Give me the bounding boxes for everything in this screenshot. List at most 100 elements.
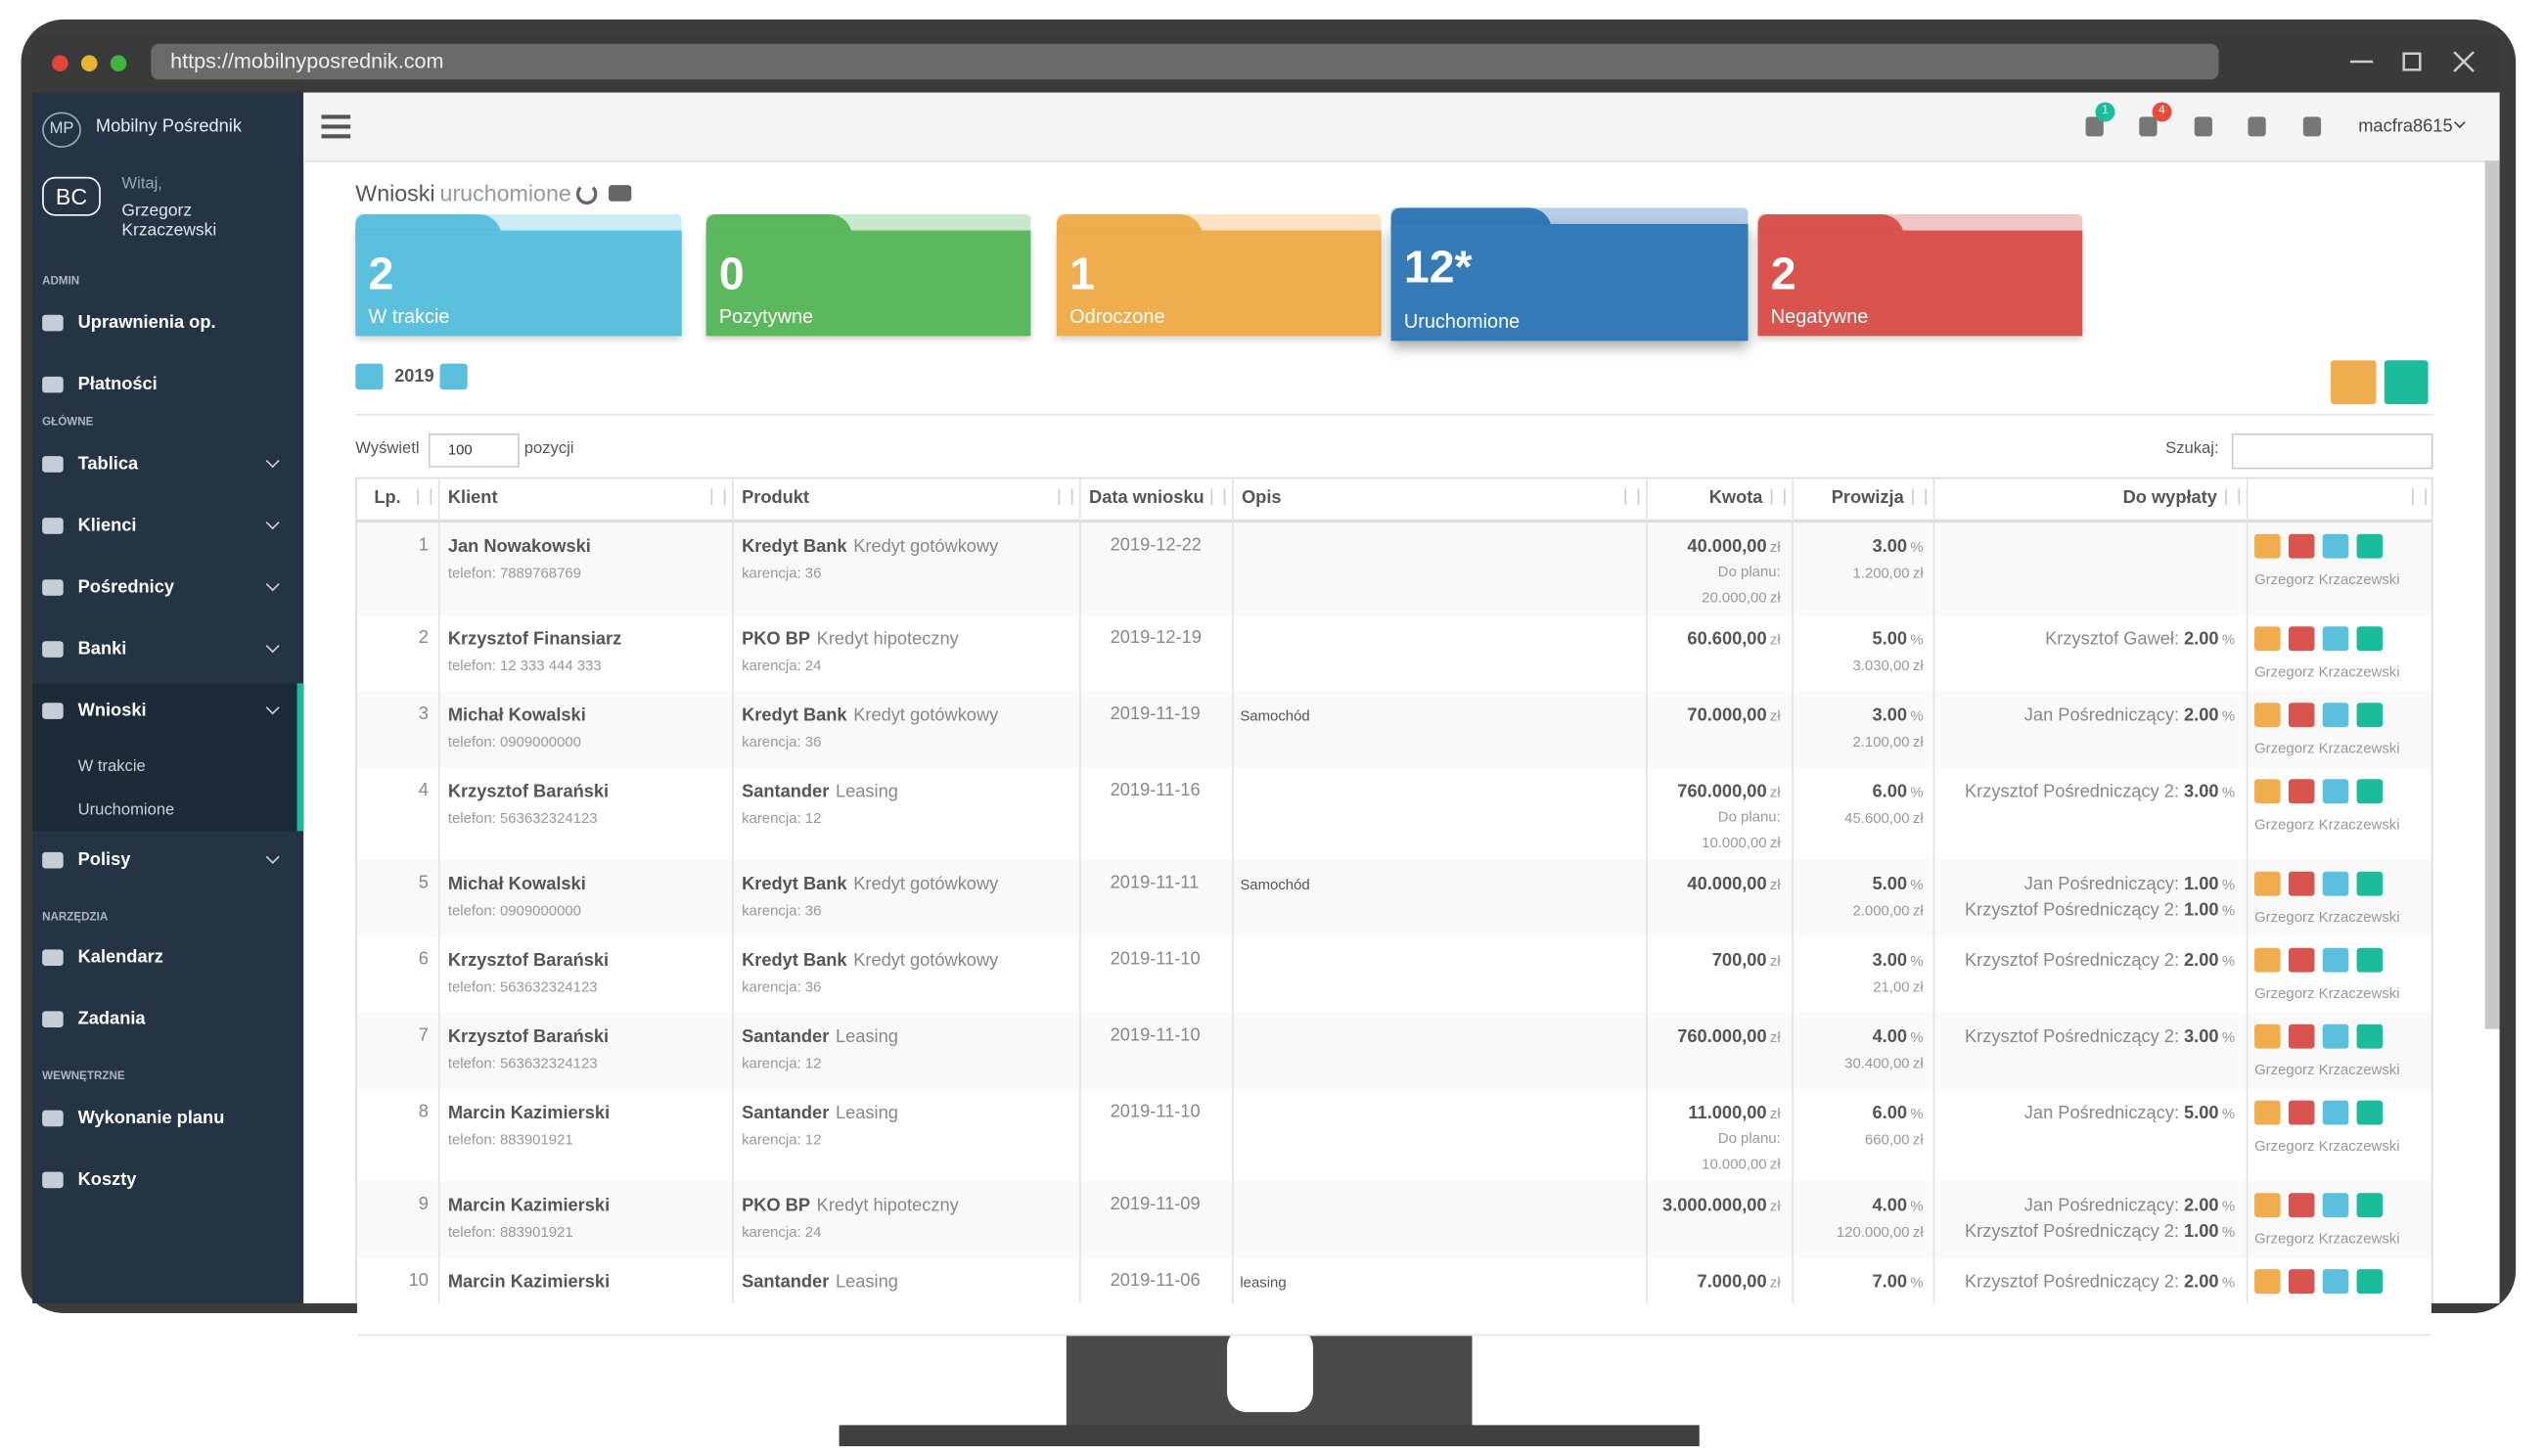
client-name[interactable]: Michał Kowalski: [447, 875, 586, 894]
menu-item[interactable]: Koszty: [77, 1169, 137, 1190]
action-button[interactable]: [2254, 947, 2281, 973]
url-field[interactable]: [151, 43, 2219, 80]
action-button[interactable]: [2288, 1269, 2315, 1295]
action-button[interactable]: [2254, 1269, 2281, 1295]
sort-icon[interactable]: [710, 488, 726, 505]
search-input[interactable]: [2231, 432, 2433, 470]
action-button[interactable]: [2322, 871, 2349, 896]
top-icon[interactable]: [2139, 116, 2158, 137]
column-header[interactable]: Produkt: [742, 488, 810, 509]
menu-item[interactable]: Uprawnienia op.: [77, 313, 216, 334]
submenu-item[interactable]: W trakcie: [77, 757, 146, 776]
top-icon[interactable]: [2248, 116, 2266, 137]
menu-item[interactable]: Tablica: [77, 454, 139, 475]
action-button[interactable]: [2288, 871, 2315, 896]
action-button[interactable]: [2254, 1024, 2281, 1049]
action-button[interactable]: [2254, 779, 2281, 804]
column-header[interactable]: Prowizja: [1831, 488, 1904, 509]
action-button[interactable]: [2288, 1024, 2315, 1049]
card[interactable]: [355, 230, 682, 337]
menu-item[interactable]: Płatności: [77, 375, 158, 395]
sort-icon[interactable]: [1210, 488, 1226, 505]
client-name[interactable]: Krzysztof Barański: [447, 1027, 610, 1047]
action-button[interactable]: [2322, 779, 2349, 804]
action-button[interactable]: [2356, 947, 2384, 973]
action-button[interactable]: [2356, 871, 2384, 896]
action-button[interactable]: [2356, 1024, 2384, 1049]
action-button[interactable]: [2356, 1269, 2384, 1295]
action-button[interactable]: [2254, 1193, 2281, 1218]
menu-item[interactable]: Polisy: [77, 850, 131, 871]
action-button[interactable]: [2322, 626, 2349, 652]
action-button[interactable]: [2322, 1269, 2349, 1295]
top-icon[interactable]: [2302, 116, 2322, 137]
action-button[interactable]: [2356, 703, 2384, 728]
menu-item[interactable]: Klienci: [77, 516, 137, 536]
action-button[interactable]: [2254, 626, 2281, 652]
prev-year[interactable]: [355, 363, 384, 390]
action-button[interactable]: [2254, 703, 2281, 728]
action-button[interactable]: [2288, 703, 2315, 728]
card[interactable]: [1056, 230, 1382, 337]
action-button[interactable]: [2322, 703, 2349, 728]
close-dot[interactable]: [52, 55, 68, 71]
action-button[interactable]: [2322, 947, 2349, 973]
card[interactable]: [1757, 230, 2083, 337]
menu-item[interactable]: Pośrednicy: [77, 577, 175, 598]
max-dot[interactable]: [110, 55, 127, 71]
column-header[interactable]: Klient: [447, 488, 498, 509]
menu-item[interactable]: Banki: [77, 639, 127, 660]
menu-item[interactable]: Kalendarz: [77, 947, 163, 968]
client-name[interactable]: Krzysztof Finansiarz: [447, 629, 622, 650]
action-button[interactable]: [2322, 1100, 2349, 1125]
add-button[interactable]: [2384, 360, 2429, 405]
sort-icon[interactable]: [417, 488, 432, 505]
client-name[interactable]: Marcin Kazimierski: [447, 1103, 611, 1123]
username[interactable]: macfra8615: [2358, 116, 2453, 137]
action-button[interactable]: [2254, 533, 2281, 559]
action-button[interactable]: [2288, 779, 2315, 804]
action-button[interactable]: [2356, 533, 2384, 559]
sort-icon[interactable]: [1912, 488, 1927, 505]
client-name[interactable]: Jan Nowakowski: [447, 537, 591, 557]
column-header[interactable]: Data wniosku: [1089, 488, 1204, 509]
action-button[interactable]: [2288, 626, 2315, 652]
card[interactable]: [705, 230, 1031, 337]
top-icon[interactable]: [2085, 116, 2104, 137]
column-header[interactable]: Lp.: [374, 488, 401, 509]
action-button[interactable]: [2288, 947, 2315, 973]
sort-icon[interactable]: [1770, 488, 1786, 505]
sort-icon[interactable]: [2225, 488, 2241, 505]
action-button[interactable]: [2254, 1100, 2281, 1125]
submenu-item[interactable]: Uruchomione: [77, 801, 175, 820]
action-button[interactable]: [2322, 1193, 2349, 1218]
top-icon[interactable]: [2194, 116, 2212, 137]
menu-item[interactable]: Wnioski: [77, 701, 147, 721]
sort-icon[interactable]: [2411, 488, 2427, 505]
menu-toggle[interactable]: [321, 114, 351, 140]
sort-icon[interactable]: [1058, 488, 1073, 505]
action-button[interactable]: [2254, 871, 2281, 896]
card[interactable]: [1390, 223, 1749, 341]
client-name[interactable]: Marcin Kazimierski: [447, 1196, 611, 1216]
action-button[interactable]: [2356, 779, 2384, 804]
action-button[interactable]: [2288, 1100, 2315, 1125]
refresh-icon[interactable]: [575, 183, 598, 205]
action-button[interactable]: [2356, 1100, 2384, 1125]
column-header[interactable]: Opis: [1241, 488, 1282, 509]
action-button[interactable]: [2288, 1193, 2315, 1218]
next-year[interactable]: [439, 363, 468, 390]
menu-item[interactable]: Zadania: [77, 1009, 146, 1029]
action-button[interactable]: [2356, 1193, 2384, 1218]
action-button[interactable]: [2288, 533, 2315, 559]
client-name[interactable]: Marcin Kazimierski: [447, 1272, 611, 1293]
action-button[interactable]: [2322, 1024, 2349, 1049]
sort-icon[interactable]: [1624, 488, 1640, 505]
camera-icon[interactable]: [609, 185, 632, 202]
client-name[interactable]: Krzysztof Barański: [447, 951, 610, 971]
client-name[interactable]: Michał Kowalski: [447, 705, 586, 726]
action-button[interactable]: [2356, 626, 2384, 652]
action-button[interactable]: [2322, 533, 2349, 559]
page-size[interactable]: 100: [428, 432, 520, 468]
search-button[interactable]: [2331, 360, 2377, 405]
